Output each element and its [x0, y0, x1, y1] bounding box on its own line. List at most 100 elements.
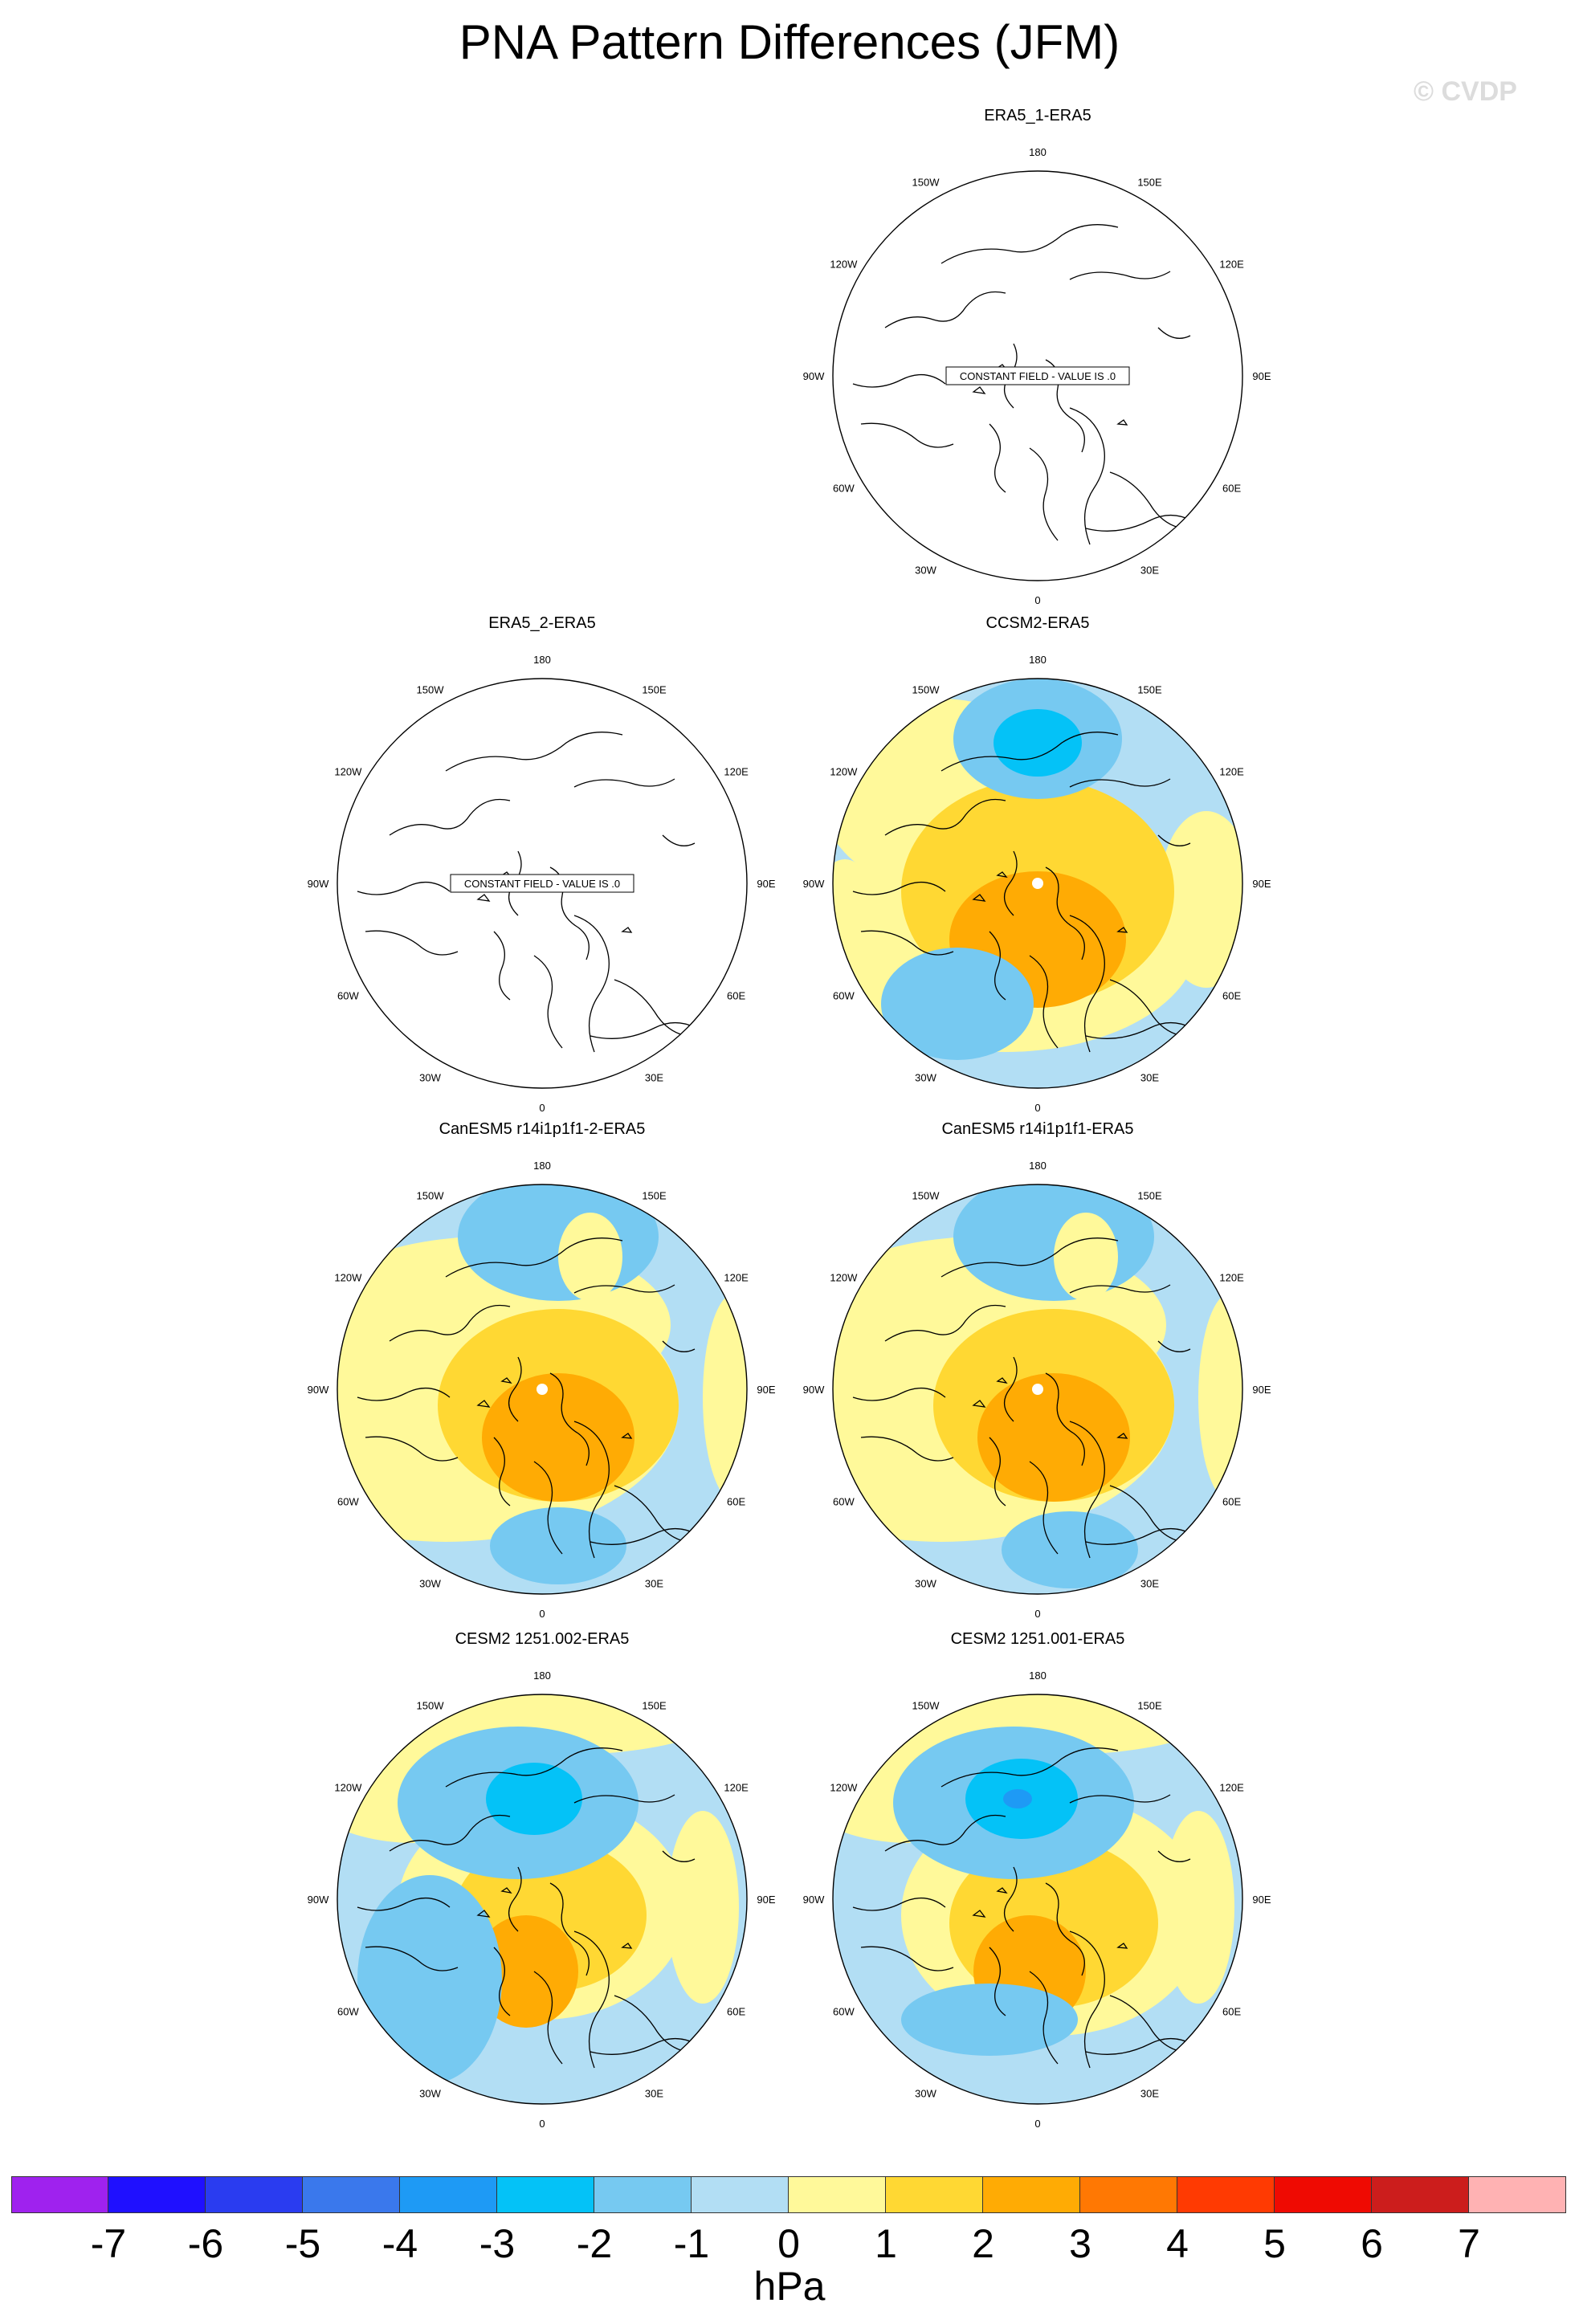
longitude-label: 180: [1029, 1670, 1047, 1682]
map-boundary: [832, 1184, 1243, 1595]
longitude-label: 120E: [1219, 1272, 1244, 1284]
colorbar-swatch: [206, 2176, 303, 2213]
coastline: [357, 1388, 451, 1401]
coastline: [989, 1947, 1006, 2016]
coastline: [1029, 955, 1059, 1049]
colorbar-swatch: [1177, 2176, 1275, 2213]
coastline: [573, 1421, 610, 1559]
map-boundary: [832, 678, 1243, 1089]
coastline: [590, 2037, 704, 2055]
coastline: [884, 798, 1006, 836]
contour-fill: [994, 709, 1082, 777]
coastline: [1029, 1461, 1059, 1555]
polar-map: 180 150E 120E 90E 60E 30E 0 30W 60W 90W 120W 150W: [308, 1160, 776, 1620]
coastline: [1116, 1943, 1128, 1949]
pole-point: [1032, 878, 1043, 889]
constant-field-label: CONSTANT FIELD - VALUE IS .0: [464, 878, 620, 890]
coastline: [1069, 407, 1105, 545]
coastline: [1004, 850, 1018, 916]
longitude-label: 90E: [1252, 1384, 1271, 1396]
coastline: [860, 1436, 954, 1462]
colorbar-tick-label: 4: [1166, 2221, 1189, 2266]
coastline: [972, 386, 986, 394]
coastline: [621, 1943, 633, 1949]
coastline: [1109, 1995, 1183, 2053]
map-boundary: [832, 1694, 1243, 2105]
coastline: [940, 1747, 1119, 1788]
coastline: [500, 1377, 512, 1384]
pole-point: [537, 1384, 548, 1395]
coastline: [1045, 866, 1085, 960]
longitude-label: 120W: [830, 766, 858, 778]
coastline: [590, 1021, 704, 1039]
coastline: [573, 915, 610, 1053]
contour-fill: [357, 1875, 502, 2084]
longitude-label: 180: [1029, 654, 1047, 666]
coastline: [860, 422, 954, 448]
coastline: [940, 732, 1119, 772]
colorbar-units: hPa: [753, 2264, 826, 2309]
colorbar-tick-label: -1: [673, 2221, 710, 2266]
longitude-label: 90W: [308, 1894, 329, 1906]
contour-fill: [558, 1213, 622, 1301]
coastline: [573, 1931, 610, 2069]
longitude-label: 90E: [1252, 1894, 1271, 1906]
panel-title: CESM2 1251.002-ERA5: [455, 1630, 630, 1648]
colorbar-swatch: [1469, 2176, 1566, 2213]
longitude-label: 150E: [642, 1189, 667, 1201]
colorbar: [11, 2176, 1566, 2216]
coastline: [1069, 1284, 1171, 1294]
colorbar-swatch: [303, 2176, 400, 2213]
coastline: [549, 1882, 590, 1976]
coastline: [493, 931, 511, 1001]
coastline: [614, 979, 687, 1037]
coastline: [1045, 1882, 1085, 1976]
constant-field-label: CONSTANT FIELD - VALUE IS .0: [960, 370, 1116, 382]
contour-fill: [1198, 1293, 1242, 1502]
coastline: [389, 1814, 511, 1852]
coastline: [1004, 1866, 1018, 1932]
coastline: [860, 1946, 954, 1971]
colorbar-swatch: [594, 2176, 692, 2213]
colorbar-swatch: [108, 2176, 206, 2213]
colorbar-tick-label: 5: [1263, 2221, 1286, 2266]
coastline: [445, 732, 623, 772]
colorbar-tick-label: 0: [777, 2221, 800, 2266]
coastline: [621, 1433, 633, 1439]
map-boundary: [337, 1694, 748, 2105]
longitude-label: 30W: [419, 2088, 441, 2100]
coastline: [476, 1910, 491, 1918]
coastline: [445, 1237, 623, 1278]
coastline: [614, 1995, 687, 2053]
contour-fill: [1054, 1213, 1118, 1301]
longitude-label: 150W: [417, 683, 445, 695]
longitude-label: 60W: [337, 1496, 359, 1508]
longitude-label: 90E: [757, 878, 775, 890]
colorbar-tick-label: -2: [576, 2221, 613, 2266]
longitude-label: 150E: [642, 683, 667, 695]
colorbar-swatch: [983, 2176, 1080, 2213]
polar-map: 180 150E 120E 90E 60E 30E 0 30W 60W 90W 120W 150W: [803, 1670, 1271, 2130]
longitude-label: 90W: [803, 1894, 825, 1906]
coastline: [476, 894, 491, 902]
longitude-label: 120W: [334, 766, 362, 778]
panel-title: CanESM5 r14i1p1f1-ERA5: [941, 1120, 1134, 1138]
contour-fill: [486, 1763, 582, 1835]
longitude-label: 120W: [830, 259, 858, 271]
coastline: [940, 224, 1119, 264]
coastline: [852, 374, 946, 388]
longitude-label: 150E: [1137, 1699, 1162, 1711]
coastline: [357, 1898, 451, 1911]
coastline: [996, 1377, 1008, 1384]
coastline: [549, 1372, 590, 1466]
coastline: [1157, 1850, 1191, 1862]
coastline: [1029, 1971, 1059, 2065]
coastline: [500, 1887, 512, 1894]
longitude-label: 60W: [337, 990, 359, 1002]
colorbar-swatch: [1275, 2176, 1372, 2213]
longitude-label: 120W: [830, 1272, 858, 1284]
colorbar-swatch: [789, 2176, 886, 2213]
map-boundary: [337, 1184, 748, 1595]
polar-map: 180 150E 120E 90E 60E 30E 0 30W 60W 90W 120W 150W CO…: [308, 654, 776, 1114]
coastline: [1116, 927, 1128, 933]
